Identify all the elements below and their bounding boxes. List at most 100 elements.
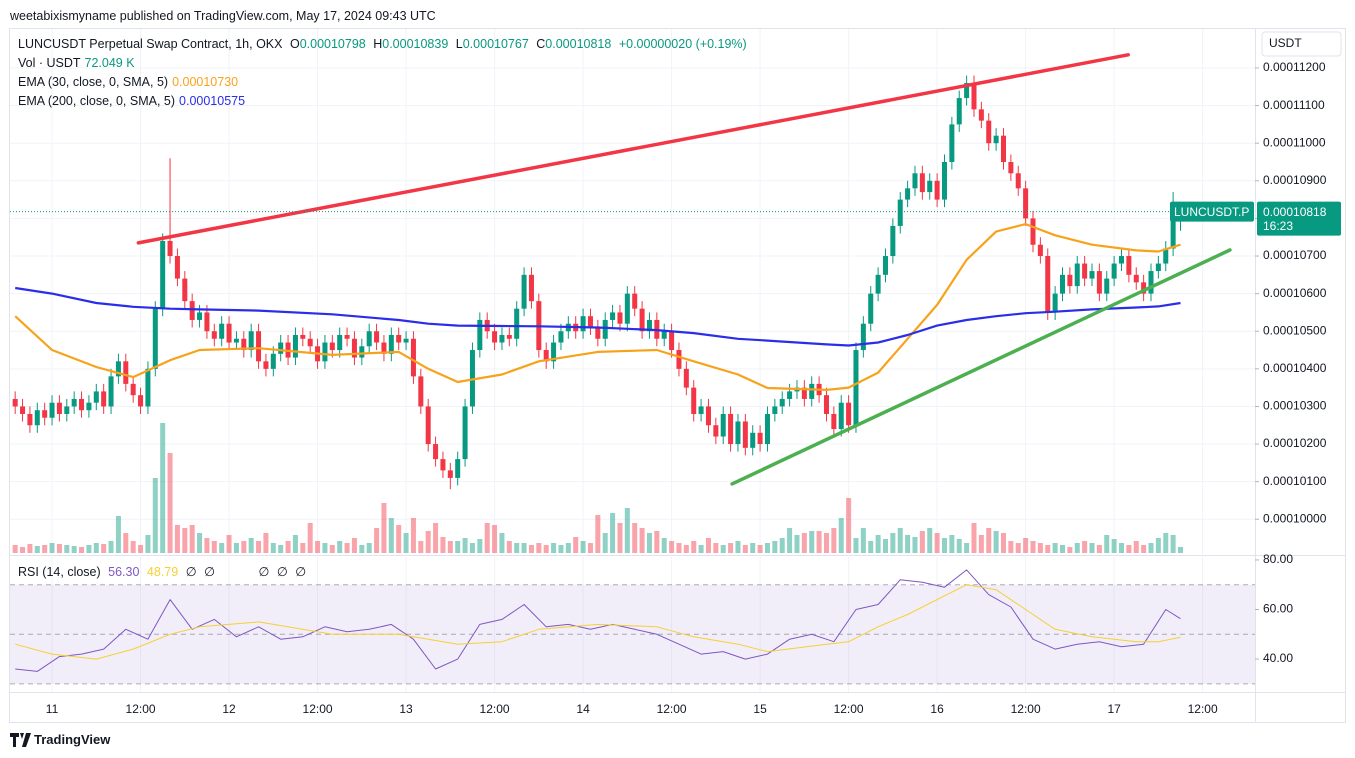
candle-body	[764, 413, 770, 445]
candle-body	[108, 376, 114, 407]
candle-body	[787, 391, 793, 399]
countdown: 16:23	[1263, 219, 1293, 233]
volume-bar	[846, 498, 852, 553]
candle-body	[197, 312, 203, 320]
candle-body	[705, 406, 711, 426]
volume-bar	[1170, 535, 1176, 553]
change: +0.00000020 (+0.19%)	[618, 37, 747, 51]
candle-body	[410, 338, 416, 377]
y-tick-label: 0.00010100	[1263, 474, 1327, 488]
candle-body	[860, 323, 866, 351]
legend-row: RSI (14, close) 56.30 48.79 ∅ ∅ ∅ ∅ ∅	[18, 563, 310, 582]
y-tick-label: 0.00010600	[1263, 286, 1327, 300]
candle-body	[868, 293, 874, 324]
candle-body	[270, 353, 276, 369]
candle-body	[307, 338, 313, 347]
volume-bar	[897, 528, 903, 553]
currency: USDT	[1269, 36, 1302, 50]
c-letter: C	[536, 37, 546, 51]
volume-bar	[1037, 543, 1043, 553]
candle-body	[742, 421, 748, 448]
l-value: 0.00010767	[462, 37, 529, 51]
volume-bar	[374, 528, 380, 553]
volume-bar	[521, 543, 527, 553]
candle-body	[875, 274, 881, 294]
volume-bar	[514, 543, 520, 553]
volume-bar	[93, 543, 99, 553]
candle-body	[720, 413, 726, 437]
x-tick-label: 12:00	[1188, 702, 1218, 716]
y-tick-label: 0.00010700	[1263, 248, 1327, 262]
legend-row: LUNCUSDT Perpetual Swap Contract, 1h, OK…	[18, 35, 751, 54]
candle-body	[1111, 263, 1117, 279]
volume-bar	[1104, 535, 1110, 553]
volume-bar	[1177, 546, 1184, 553]
currency-box[interactable]	[1261, 31, 1342, 57]
candle-body	[27, 413, 33, 426]
volume-bar	[1089, 543, 1095, 553]
volume-value: 72.049 K	[84, 56, 135, 70]
brand: TradingView	[34, 732, 111, 747]
candle-body	[1023, 188, 1029, 219]
candle-body	[1089, 271, 1095, 279]
volume-bar	[816, 531, 822, 553]
candle-body	[543, 350, 549, 362]
volume-bar	[882, 539, 888, 553]
candle-body	[492, 331, 498, 343]
volume-bar	[226, 535, 232, 553]
x-tick-label: 15	[753, 702, 767, 716]
volume-bar	[425, 531, 431, 553]
candle-body	[1015, 173, 1021, 189]
candle-body	[344, 334, 350, 339]
candle-body	[462, 406, 468, 460]
candle-body	[1045, 256, 1051, 313]
volume-bar	[1059, 545, 1066, 553]
rsi-symbol: ∅	[185, 565, 197, 579]
volume-bar	[809, 531, 815, 553]
volume-bar	[79, 547, 85, 553]
candle-body	[890, 225, 896, 257]
legend-row: Vol · USDT 72.049 K	[18, 54, 751, 73]
candle-body	[676, 350, 682, 369]
volume-bar	[602, 533, 608, 553]
candle-body	[64, 406, 70, 414]
candle-body	[632, 293, 638, 309]
volume-bar	[838, 518, 844, 553]
candle-body	[86, 402, 92, 411]
candle-body	[1170, 219, 1176, 249]
volume-bar	[1015, 543, 1021, 553]
volume-bar	[750, 543, 756, 553]
candle-body	[1052, 293, 1058, 313]
volume-bar	[241, 541, 247, 553]
candle-body	[12, 398, 18, 407]
candle-body	[469, 350, 475, 407]
volume-bar	[986, 528, 992, 553]
volume-bar	[875, 535, 881, 553]
volume-bar	[713, 543, 719, 553]
h-letter: H	[373, 37, 383, 51]
candle-body	[241, 338, 247, 351]
l-letter: L	[455, 37, 463, 51]
volume-bar	[27, 544, 33, 553]
volume-bar	[344, 543, 350, 553]
ema-line	[15, 286, 1181, 347]
volume-bar	[794, 535, 800, 553]
candle-body	[115, 361, 121, 377]
volume-bar	[329, 545, 335, 553]
volume-bar	[337, 541, 343, 553]
volume-bar	[278, 545, 284, 553]
volume-bar	[1000, 533, 1006, 553]
volume-bar	[410, 518, 416, 553]
volume-bar	[573, 537, 579, 553]
volume-bar	[971, 523, 977, 553]
volume-bar	[728, 543, 734, 553]
x-tick-label: 12:00	[480, 702, 510, 716]
ema-line	[14, 223, 1181, 391]
candle-body	[683, 368, 689, 388]
volume-bar	[115, 516, 121, 553]
candle-body	[1163, 248, 1169, 264]
volume-bar	[919, 531, 925, 553]
candle-body	[941, 162, 947, 200]
